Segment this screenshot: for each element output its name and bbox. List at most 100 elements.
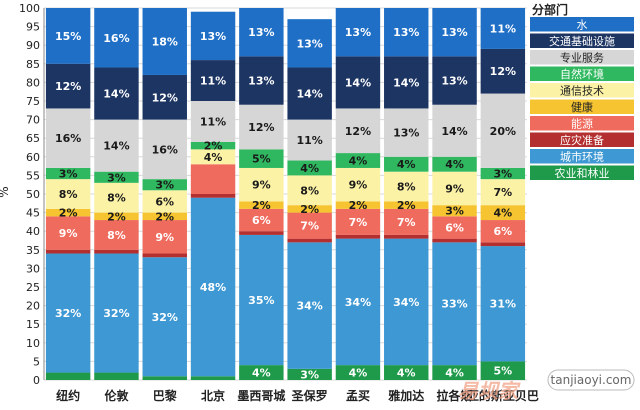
bar-segment [142,8,187,75]
legend-entry: 自然环境 [560,67,604,81]
bar-segment [190,376,236,380]
y-tick-label: 75 [26,95,40,108]
bar-segment [287,175,332,206]
bar-value-label: 20% [490,125,516,138]
watermark-pill [547,369,635,391]
y-tick-label: 45 [26,207,40,220]
bar-value-label: 13% [345,26,371,39]
bar-value-label: 16% [103,32,129,45]
bar-value-label: 8% [107,192,126,205]
watermark-url: tanjiaoyi.com [551,373,632,387]
bar-segment [94,67,139,120]
bar-segment [384,156,429,172]
legend-entry: 水 [577,19,588,32]
bar-segment [432,242,477,366]
bar-segment [480,93,526,168]
bar-value-label: 31% [490,298,516,311]
bar-segment [94,182,139,213]
legend-swatch [530,149,634,164]
bar-segment [239,8,284,57]
y-tick-label: 80 [26,76,40,89]
bar-segment [45,249,91,254]
bar-value-label: 16% [152,143,178,156]
bar-value-label: 3% [300,368,319,381]
y-tick-label: 35 [26,244,40,257]
bar-value-label: 14% [296,88,322,101]
y-tick-label: 65 [26,132,40,145]
bar-value-label: 35% [248,294,274,307]
y-tick-label: 60 [26,151,40,164]
y-tick-label: 25 [26,281,40,294]
bar-segment [94,220,139,250]
bar-segment [384,208,429,235]
x-category-label: 墨西哥城 [237,388,285,403]
bar-segment [384,234,429,239]
bar-value-label: 4% [252,367,271,380]
bar-segment [142,74,187,120]
bar-segment [239,104,284,150]
bar-segment [94,212,139,221]
bar-segment [190,197,236,377]
bar-segment [45,253,91,373]
x-category-label: 北京 [201,388,225,403]
bar-segment [239,208,284,232]
bar-segment [287,368,332,380]
bar-segment [287,242,332,369]
bar-segment [432,56,477,105]
legend-entry: 能源 [571,117,593,131]
bar-segment [94,253,139,373]
bar-value-label: 6% [445,221,464,234]
x-category-label: 拉各斯 [437,388,473,403]
bar-segment [287,19,332,68]
bar-value-label: 2% [107,210,126,223]
bar-value-label: 6% [155,195,174,208]
bar-segment [190,149,236,165]
bar-segment [239,231,284,235]
bar-segment [239,201,284,209]
bar-segment [287,119,332,161]
bar-value-label: 4% [445,158,464,171]
bar-segment [94,119,139,172]
bar-value-label: 12% [248,121,274,134]
bar-value-label: 15% [55,30,81,43]
bar-segment [190,11,236,61]
bar-segment [45,216,91,250]
legend-entry: 健康 [571,100,593,114]
legend-swatch [530,50,634,65]
legend-swatch [530,33,634,48]
bar-value-label: 5% [252,153,271,166]
bar-value-label: 4% [300,162,319,175]
bar-segment [142,119,187,180]
bar-segment [384,201,429,209]
bar-segment [287,205,332,213]
bar-segment [480,48,526,94]
bar-segment [45,108,91,168]
bar-segment [287,238,332,243]
watermark: 易坝家 tanjiaoyi.com [458,369,635,403]
bar-segment [142,220,187,254]
bar-segment [239,56,284,105]
legend-swatch [530,66,634,81]
y-tick-label: 0 [33,374,40,387]
y-tick-label: 70 [26,114,40,127]
bar-value-label: 11% [200,115,226,128]
bar-value-label: 13% [248,75,274,88]
bar-value-label: 3% [445,205,464,218]
x-category-label: 雅加达 [387,388,424,403]
bar-segment [190,194,236,198]
bar-segment [142,179,187,191]
bar-segment [335,167,381,202]
bar-segment [335,8,381,57]
bar-value-label: 2% [59,207,78,220]
bar-value-label: 3% [107,171,126,184]
bar-segment [45,208,91,217]
bar-value-label: 13% [296,37,322,50]
x-category-label: 孟买 [346,388,370,403]
bar-value-label: 4% [494,207,513,220]
bar-value-label: 3% [155,179,174,192]
x-category-label: 巴黎 [153,388,177,403]
bar-value-label: 14% [103,140,129,153]
bar-value-label: 2% [204,140,223,153]
bar-segment [45,179,91,209]
bar-value-label: 9% [59,227,78,240]
